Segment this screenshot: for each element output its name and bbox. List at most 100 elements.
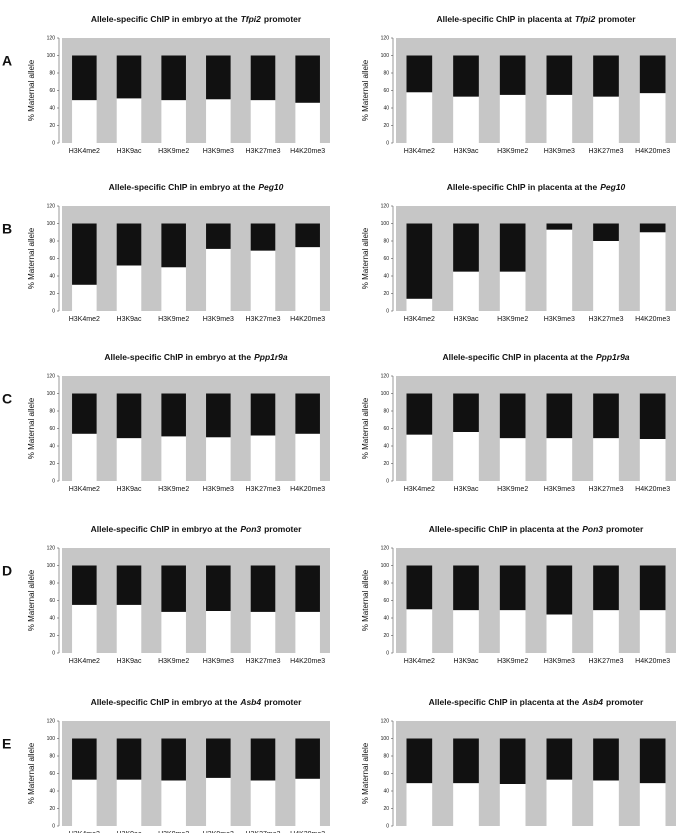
x-tick-label: H3K4me2 — [404, 486, 435, 493]
chart-title: Allele-specific ChIP in placenta at the A… — [429, 697, 644, 707]
bar-segment — [499, 223, 526, 272]
bar-segment — [593, 96, 619, 143]
y-tick-label: 0 — [52, 650, 55, 656]
bar-segment — [116, 779, 142, 826]
x-tick-label: H3K27me3 — [245, 316, 280, 323]
title-part: promoter — [264, 697, 302, 707]
bar-segment — [161, 780, 186, 826]
x-tick-label: H3K4me2 — [69, 658, 100, 665]
y-tick-label: 0 — [52, 140, 55, 146]
y-tick-label: 120 — [381, 373, 390, 379]
x-tick-label: H3K9ac — [117, 831, 142, 833]
x-tick-label: H3K9me2 — [497, 148, 528, 155]
bar-segment — [499, 738, 526, 784]
x-tick-label: H3K9ac — [454, 316, 479, 323]
bar-segment — [453, 610, 479, 653]
x-tick-label: H3K9ac — [117, 486, 142, 493]
x-tick-label: H3K9ac — [117, 316, 142, 323]
bar-segment — [250, 738, 276, 781]
chart-title: Allele-specific ChIP in placenta at Tfpi2… — [436, 14, 636, 24]
y-tick-label: 100 — [381, 221, 390, 227]
y-tick-label: 120 — [381, 545, 390, 551]
y-tick-label: 40 — [49, 273, 55, 279]
y-tick-label: 120 — [381, 718, 390, 724]
y-tick-label: 60 — [49, 771, 55, 777]
x-tick-label: H4K20me3 — [290, 148, 325, 155]
x-tick-label: H3K9me2 — [158, 486, 189, 493]
y-tick-label: 40 — [49, 615, 55, 621]
plot-area — [396, 38, 676, 143]
y-tick-label: 40 — [383, 788, 389, 794]
x-tick-label: H4K20me3 — [635, 658, 670, 665]
x-tick-label: H3K9me3 — [203, 486, 234, 493]
y-tick-label: 60 — [49, 256, 55, 262]
panel-label: A — [2, 53, 12, 69]
title-part: Allele-specific ChIP in placenta at the — [429, 524, 580, 534]
y-axis-label: % Maternal allele — [27, 569, 36, 631]
y-tick-label: 80 — [49, 580, 55, 586]
x-tick-label: H4K20me3 — [290, 831, 325, 833]
y-tick-label: 40 — [383, 615, 389, 621]
bar-segment — [116, 98, 142, 143]
panel-label: B — [2, 221, 12, 237]
y-tick-label: 60 — [383, 598, 389, 604]
bar-segment — [72, 779, 97, 826]
y-tick-label: 60 — [383, 88, 389, 94]
y-tick-label: 20 — [49, 633, 55, 639]
bar-segment — [453, 783, 479, 826]
y-axis-label: % Maternal allele — [27, 397, 36, 459]
bar-segment — [546, 55, 573, 95]
bar-segment — [206, 437, 231, 481]
chart-title: Allele-specific ChIP in embryo at the Ppp… — [104, 352, 288, 362]
title-part: Ppp1r9a — [254, 352, 288, 362]
bar-segment — [406, 783, 433, 826]
y-axis-label: % Maternal allele — [361, 397, 370, 459]
x-tick-label: H4K20me3 — [290, 658, 325, 665]
bar-segment — [116, 438, 142, 481]
bar-segment — [406, 609, 433, 653]
bar-segment — [499, 565, 526, 611]
x-tick-label: H3K9me2 — [158, 831, 189, 833]
x-tick-label: H3K4me2 — [69, 316, 100, 323]
y-tick-label: 80 — [49, 408, 55, 414]
bar-segment — [206, 777, 231, 826]
bar-segment — [639, 55, 666, 94]
title-part: Allele-specific ChIP in embryo at the — [91, 524, 238, 534]
bar-segment — [406, 434, 433, 481]
title-part: Ppp1r9a — [596, 352, 630, 362]
title-part: promoter — [606, 524, 644, 534]
bar-segment — [593, 393, 619, 439]
bar-segment — [639, 393, 666, 439]
x-tick-label: H3K9ac — [117, 148, 142, 155]
y-tick-label: 20 — [49, 461, 55, 467]
panel-label: C — [2, 391, 12, 407]
bar-segment — [116, 393, 142, 439]
y-tick-label: 0 — [386, 650, 389, 656]
y-tick-label: 60 — [383, 256, 389, 262]
x-tick-label: H3K9me3 — [203, 658, 234, 665]
plot-area — [396, 376, 676, 481]
bar-segment — [250, 435, 276, 481]
y-tick-label: 20 — [49, 123, 55, 129]
bar-segment — [116, 55, 142, 99]
bar-segment — [453, 738, 479, 784]
y-tick-label: 0 — [386, 823, 389, 829]
title-part: promoter — [598, 14, 636, 24]
y-tick-label: 0 — [52, 823, 55, 829]
bar-segment — [453, 223, 479, 272]
title-part: Asb4 — [581, 697, 603, 707]
x-tick-label: H3K27me3 — [588, 148, 623, 155]
x-tick-label: H4K20me3 — [635, 148, 670, 155]
bar-segment — [72, 284, 97, 311]
x-tick-label: H3K9ac — [454, 486, 479, 493]
x-tick-label: H3K9me3 — [544, 658, 575, 665]
y-tick-label: 20 — [383, 461, 389, 467]
bar-segment — [250, 100, 276, 143]
y-tick-label: 100 — [381, 391, 390, 397]
bar-segment — [161, 436, 186, 481]
bar-segment — [499, 55, 526, 95]
x-tick-label: H3K9me2 — [497, 486, 528, 493]
y-axis-label: % Maternal allele — [361, 742, 370, 804]
y-tick-label: 20 — [383, 806, 389, 812]
